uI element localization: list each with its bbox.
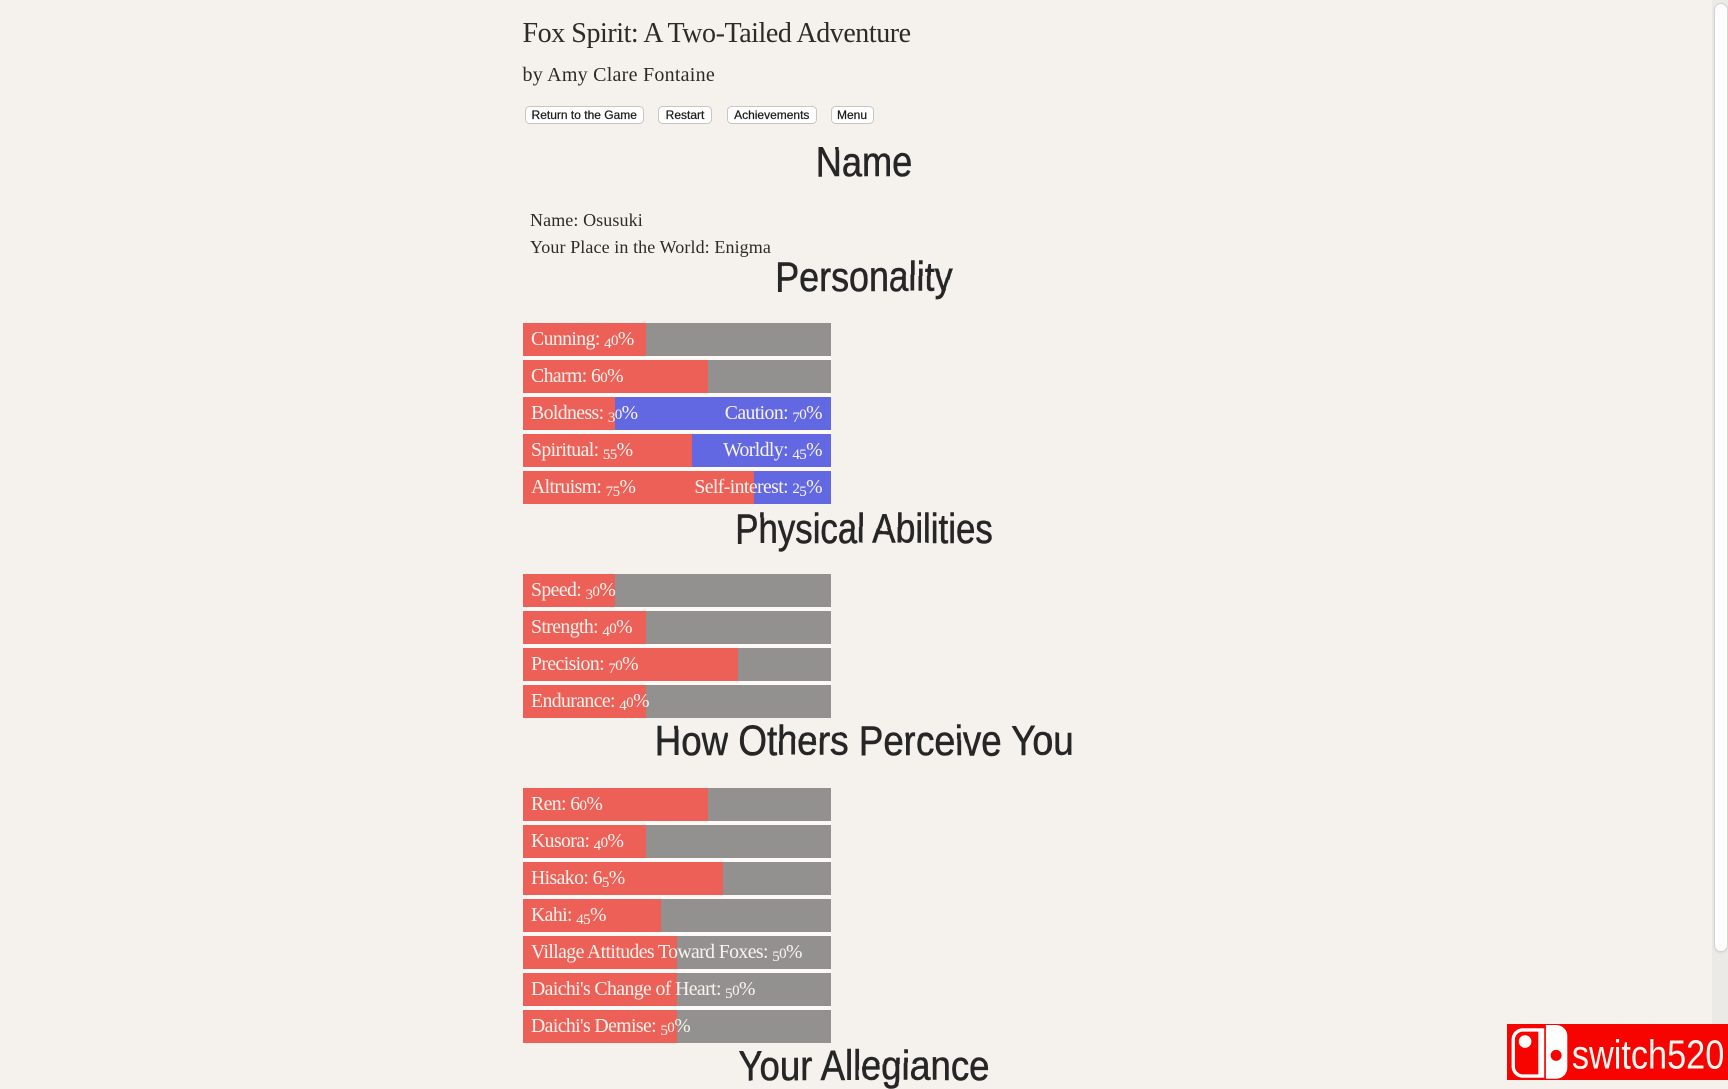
svg-text:switch520: switch520 bbox=[1572, 1032, 1724, 1078]
